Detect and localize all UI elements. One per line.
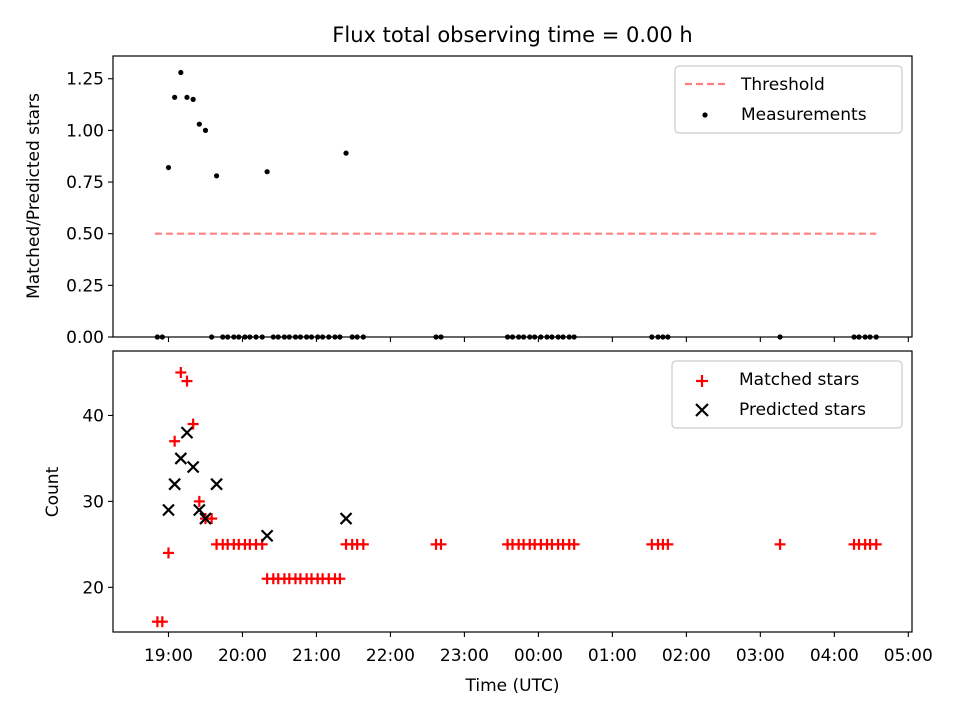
matched-star-point: [162, 547, 174, 559]
matched-star-point: [206, 513, 218, 525]
matched-star-point: [435, 538, 447, 550]
matched-star-point: [193, 495, 205, 507]
x-tick-label: 19:00: [144, 646, 193, 666]
measurement-point: [190, 96, 196, 102]
measurement-point: [165, 164, 172, 171]
x-tick-label: 22:00: [366, 646, 415, 666]
matched-star-point: [156, 616, 168, 628]
x-tick-label: 03:00: [736, 646, 785, 666]
matched-star-point: [169, 435, 181, 447]
matched-star-point: [774, 538, 786, 550]
matched-star-point: [181, 375, 193, 387]
matched-legend-swatch: [696, 375, 708, 387]
bottom-legend: Matched stars Predicted stars: [671, 360, 903, 429]
top-y-tick-label: 1.25: [66, 70, 104, 90]
measurement-point: [202, 127, 209, 133]
top-plot-frame: [112, 55, 913, 338]
top-ylabel: Matched/Predicted stars: [24, 93, 44, 299]
bottom-plot-frame: [112, 350, 913, 633]
predicted-star-point: [174, 452, 188, 465]
x-tick-label: 21:00: [292, 646, 341, 666]
top-legend: Threshold Measurements: [674, 65, 903, 134]
measurement-point: [343, 150, 349, 156]
predicted-legend-swatch: [695, 403, 709, 417]
top-y-tick-label: 0.50: [66, 225, 104, 245]
matched-star-point: [334, 573, 346, 585]
x-tick-label: 02:00: [662, 646, 711, 666]
measurement-point: [184, 94, 190, 100]
measurement-point: [213, 173, 220, 179]
chart-title: Flux total observing time = 0.00 h: [332, 23, 692, 47]
bottom-y-tick-label: 20: [82, 578, 104, 598]
predicted-star-point: [339, 512, 353, 525]
measurement-point: [178, 69, 184, 76]
top-y-tick-label: 0.25: [66, 276, 104, 296]
bottom-ylabel: Count: [43, 466, 63, 517]
bottom-legend-box: [671, 360, 903, 429]
top-y-tick-label: 1.00: [66, 121, 104, 141]
predicted-star-point: [186, 460, 200, 474]
x-tick-label: 00:00: [514, 646, 563, 666]
measurements-legend-swatch: [702, 112, 708, 118]
top-y-tick-label: 0.75: [66, 173, 104, 193]
predicted-star-point: [162, 503, 175, 517]
matched-star-point: [662, 538, 674, 550]
matched-star-point: [357, 538, 369, 550]
predicted-star-point: [193, 503, 206, 517]
bottom-y-tick-label: 30: [82, 492, 104, 512]
bottom-xlabel: Time (UTC): [465, 676, 560, 696]
measurement-point: [264, 169, 270, 175]
top-y-tick-label: 0.00: [66, 328, 104, 348]
x-tick-label: 20:00: [218, 646, 267, 666]
measurements-legend-label: Measurements: [741, 105, 867, 125]
measurement-point: [196, 121, 202, 127]
matched-star-point: [568, 538, 580, 550]
predicted-legend-label: Predicted stars: [739, 400, 866, 420]
predicted-star-point: [210, 477, 223, 491]
measurement-point: [172, 94, 178, 100]
predicted-star-point: [180, 426, 194, 439]
bottom-panel: Count Time (UTC) 19:00 20:00 21:00 22:00 23:…: [43, 350, 933, 696]
predicted-star-point: [260, 529, 274, 543]
x-tick-label: 01:00: [588, 646, 637, 666]
x-tick-label: 04:00: [810, 646, 859, 666]
top-legend-box: [674, 65, 903, 134]
matched-star-point: [870, 538, 882, 550]
predicted-star-point: [199, 512, 212, 525]
top-panel: Flux total observing time = 0.00 h Match…: [24, 23, 913, 348]
matched-star-point: [175, 366, 187, 378]
x-tick-label: 23:00: [440, 646, 489, 666]
threshold-legend-label: Threshold: [740, 75, 825, 95]
x-tick-label: 05:00: [884, 646, 933, 666]
matched-star-point: [187, 418, 199, 430]
matched-legend-label: Matched stars: [739, 370, 859, 390]
bottom-y-tick-label: 40: [82, 406, 104, 426]
predicted-star-point: [168, 477, 181, 491]
